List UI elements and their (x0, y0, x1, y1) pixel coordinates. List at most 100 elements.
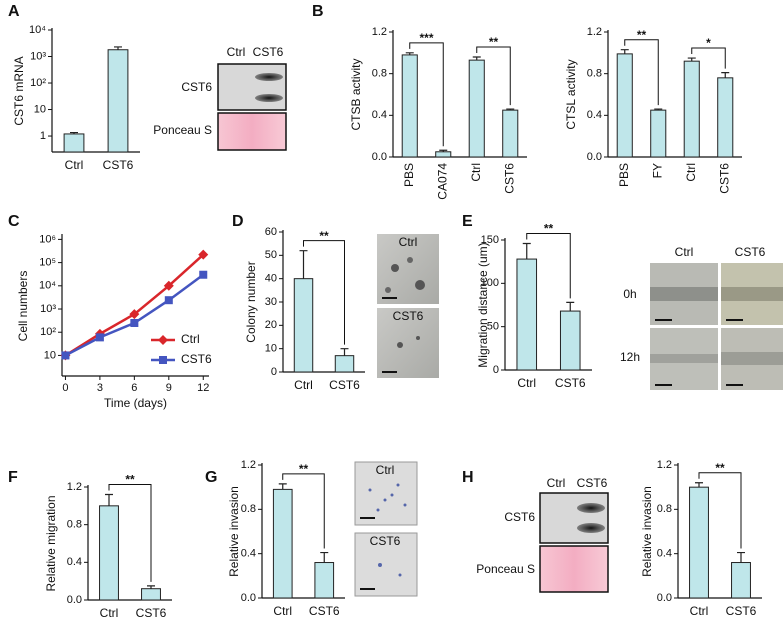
bar (293, 278, 314, 373)
significance-label: ** (544, 222, 554, 236)
y-tick-label: 10 (34, 103, 46, 115)
error-bar-line (737, 551, 745, 563)
legend-marker (159, 356, 167, 364)
image-label: CST6 (735, 245, 766, 259)
error-bar-line (405, 52, 414, 55)
row-label: CST6 (181, 80, 212, 94)
marker (130, 318, 139, 327)
significance-label: ** (715, 461, 725, 475)
panel-letter: F (8, 469, 18, 486)
x-tick-label: 0 (62, 382, 68, 394)
y-axis-label: Cell numbers (16, 271, 30, 342)
y-axis-label: Relative invasion (227, 486, 241, 577)
y-axis-label: Migration distance (um) (476, 242, 490, 367)
y-tick-label: 0 (493, 364, 499, 376)
significance-label: * (706, 36, 711, 50)
cell (398, 573, 402, 577)
x-tick-label: CST6 (309, 604, 340, 618)
error-bar-line (105, 493, 113, 506)
error-bar-line (522, 242, 531, 260)
error-bar (70, 131, 78, 134)
bar (435, 151, 452, 158)
error-bar (105, 493, 113, 506)
error-bar (472, 56, 481, 61)
x-tick-label: 6 (131, 382, 137, 394)
x-tick-label: FY (650, 163, 664, 178)
legend-marker (158, 335, 168, 345)
blot-image (539, 492, 609, 544)
cell (383, 498, 387, 502)
image-label: CST6 (393, 309, 424, 323)
x-tick-label: Ctrl (65, 158, 84, 172)
micrograph (354, 461, 418, 526)
y-tick-label: 0.8 (372, 68, 387, 80)
y-axis-label: CTSL activity (564, 59, 578, 129)
marker (199, 270, 208, 279)
y-tick-label: 30 (265, 296, 277, 308)
marker (163, 280, 174, 291)
blot-band (577, 523, 605, 533)
y-axis-label: CTSB activity (349, 58, 363, 130)
significance-bracket (698, 472, 742, 549)
y-tick-label: 1.2 (67, 481, 82, 493)
error-bar-line (566, 301, 575, 312)
significance-bracket (303, 240, 345, 345)
error-bar-line (114, 46, 122, 50)
error-bar (340, 348, 349, 356)
significance-label: ** (637, 28, 647, 42)
row-label: CST6 (504, 510, 535, 524)
panel-letter: A (8, 3, 20, 20)
image-label: Ctrl (675, 245, 694, 259)
panel-letter: G (205, 469, 217, 486)
error-bar-line (70, 131, 78, 134)
bar (559, 310, 581, 371)
y-tick-label: 10 (44, 349, 56, 361)
image-label: Ctrl (399, 235, 418, 249)
y-tick-label: 0.4 (241, 548, 256, 560)
error-bar-line (721, 72, 730, 78)
y-tick-label: 10⁵ (39, 257, 56, 269)
x-tick-label: PBS (617, 163, 631, 187)
colony (391, 264, 399, 272)
x-tick-label: 12 (197, 382, 209, 394)
blot-band (255, 73, 283, 81)
x-tick-label: Ctrl (684, 163, 698, 182)
bar (468, 59, 485, 158)
bar (401, 54, 418, 158)
panel-letter: C (8, 213, 20, 230)
significance-bracket (691, 47, 726, 69)
scratch (721, 287, 783, 301)
micrograph (377, 308, 439, 378)
y-tick-label: 50 (487, 321, 499, 333)
scratch (650, 287, 718, 301)
error-bar (522, 242, 531, 260)
image-label: 12h (620, 350, 640, 364)
x-tick-label: CST6 (726, 604, 757, 618)
y-tick-label: 0 (271, 366, 277, 378)
x-tick-label: CST6 (136, 606, 167, 620)
blot-image (217, 63, 287, 111)
western-blot: Ctrl CST6 CST6 Ponceau S (476, 476, 609, 593)
y-tick-label: 0.8 (241, 503, 256, 515)
bar (516, 258, 538, 371)
bar (107, 49, 129, 153)
x-tick-label: CA074 (435, 163, 449, 200)
significance-bracket (409, 42, 444, 147)
error-bar (278, 483, 287, 490)
y-tick-label: 0.8 (67, 519, 82, 531)
western-blot: Ctrl CST6 CST6 Ponceau S (153, 45, 287, 151)
y-tick-label: 1 (40, 130, 46, 142)
marker (164, 296, 173, 305)
y-tick-label: 10 (265, 343, 277, 355)
y-tick-label: 100 (481, 277, 499, 289)
significance-bracket (526, 232, 571, 299)
bar (272, 488, 293, 599)
cell (376, 508, 380, 512)
y-tick-label: 1.2 (587, 26, 602, 38)
x-tick-label: Ctrl (469, 163, 483, 182)
legend-label: Ctrl (181, 332, 200, 346)
y-axis-label: Relative migration (44, 495, 58, 591)
x-tick-label: Ctrl (517, 376, 536, 390)
image-label: Ctrl (376, 463, 395, 477)
